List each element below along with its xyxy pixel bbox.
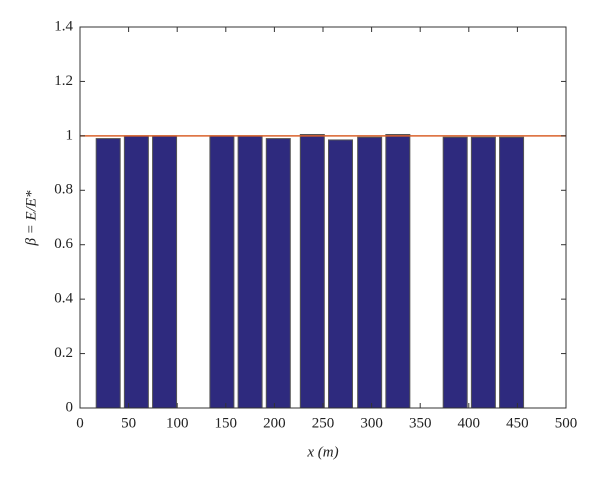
- bar: [152, 135, 178, 409]
- x-tick-label: 500: [555, 415, 578, 431]
- x-tick-label: 150: [215, 415, 238, 431]
- bar: [237, 135, 263, 409]
- x-tick-label: 0: [76, 415, 84, 431]
- y-tick-label: 0.2: [54, 345, 73, 361]
- y-tick-label: 1.2: [54, 73, 73, 89]
- y-tick-label: 0.8: [54, 182, 73, 198]
- x-tick-label: 450: [506, 415, 529, 431]
- x-tick-label: 400: [458, 415, 481, 431]
- bar: [209, 135, 235, 409]
- y-tick-label: 0.6: [54, 236, 73, 252]
- x-tick-label: 300: [360, 415, 383, 431]
- y-tick-label: 1: [66, 127, 74, 143]
- x-tick-label: 100: [166, 415, 189, 431]
- bar: [299, 133, 325, 409]
- x-axis-label: x (m): [306, 444, 338, 460]
- y-axis-label: β = E/E*: [23, 190, 39, 247]
- plot-frame: [79, 26, 567, 409]
- y-tick-label: 0.4: [54, 291, 73, 307]
- bar: [499, 136, 525, 409]
- x-tick-label: 350: [409, 415, 432, 431]
- x-tick-label: 50: [121, 415, 136, 431]
- bar: [265, 138, 291, 409]
- bar: [327, 139, 353, 409]
- bar: [123, 135, 149, 409]
- y-tick-label: 1.4: [54, 18, 73, 34]
- bar: [357, 136, 383, 409]
- bar: [385, 133, 411, 409]
- bar: [470, 136, 496, 409]
- bar: [95, 138, 121, 409]
- x-tick-label: 200: [263, 415, 286, 431]
- x-tick-label: 250: [312, 415, 335, 431]
- bar: [442, 136, 468, 409]
- y-tick-label: 0: [66, 399, 74, 415]
